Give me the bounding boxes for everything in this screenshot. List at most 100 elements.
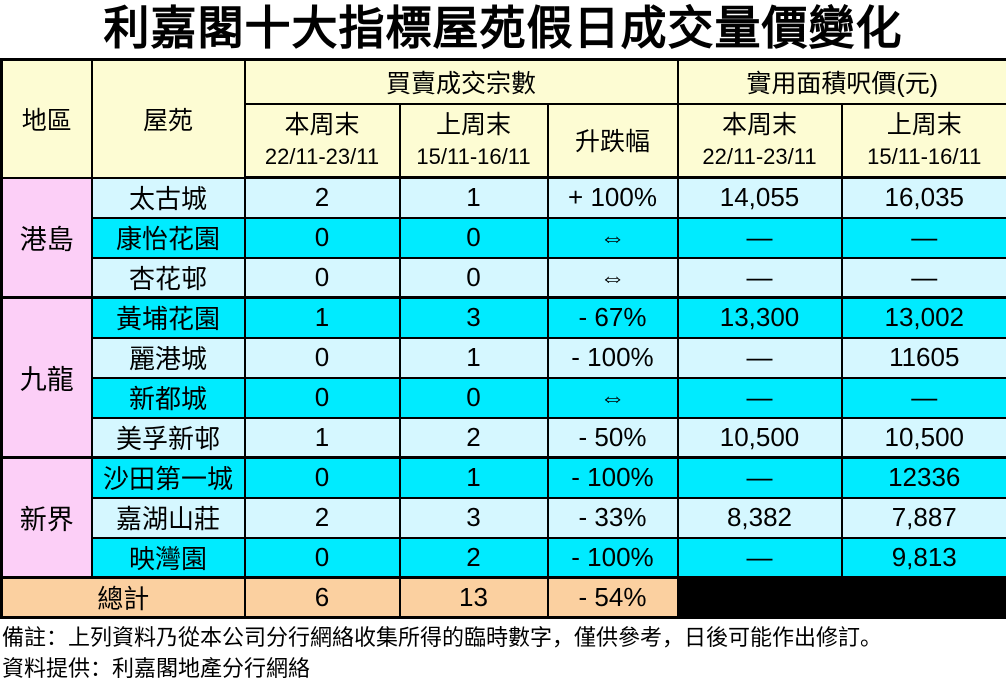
estate-cell: 太古城: [92, 178, 245, 218]
estate-cell: 杏花邨: [92, 258, 245, 298]
estate-cell: 麗港城: [92, 338, 245, 378]
price-this-cell: 13,300: [678, 298, 842, 338]
price-this-cell: —: [678, 218, 842, 258]
estate-cell: 沙田第一城: [92, 458, 245, 498]
txn-last-cell: 1: [400, 458, 548, 498]
total-row: 總計 6 13 - 54%: [2, 578, 1006, 618]
price-last-cell: 9,813: [842, 538, 1006, 578]
price-last-cell: 13,002: [842, 298, 1006, 338]
change-cell: - 50%: [548, 418, 678, 458]
header-price-this-weekend: 本周末 22/11-23/11: [678, 104, 842, 178]
price-last-cell: 12336: [842, 458, 1006, 498]
region-cell-kowloon: 九龍: [2, 298, 92, 458]
table-row-whampoa-garden: 九龍 黃埔花園 1 3 - 67% 13,300 13,002: [2, 298, 1006, 338]
txn-this-cell: 0: [245, 258, 400, 298]
estate-cell: 美孚新邨: [92, 418, 245, 458]
price-this-cell: 10,500: [678, 418, 842, 458]
txn-last-cell: 2: [400, 538, 548, 578]
footnotes: 備註：上列資料乃從本公司分行網絡收集所得的臨時數字，僅供參考，日後可能作出修訂。…: [0, 619, 1006, 684]
table-row-metro-city: 新都城 0 0 ⇔ — —: [2, 378, 1006, 418]
price-last-cell: —: [842, 258, 1006, 298]
txn-last-cell: 0: [400, 258, 548, 298]
header-estate: 屋苑: [92, 60, 245, 178]
total-txn-last-cell: 13: [400, 578, 548, 618]
table-row-city-one-shatin: 新界 沙田第一城 0 1 - 100% — 12336: [2, 458, 1006, 498]
table-row-kornhill-garden: 康怡花園 0 0 ⇔ — —: [2, 218, 1006, 258]
price-this-cell: 14,055: [678, 178, 842, 218]
price-last-cell: —: [842, 378, 1006, 418]
total-label-cell: 總計: [2, 578, 245, 618]
blackout-cell: [678, 578, 1006, 618]
txn-this-cell: 2: [245, 498, 400, 538]
table-row-laguna-city: 麗港城 0 1 - 100% — 11605: [2, 338, 1006, 378]
total-txn-this-cell: 6: [245, 578, 400, 618]
this-weekend-label: 本周末: [246, 108, 399, 142]
table-row-taikoo-shing: 港島 太古城 2 1 + 100% 14,055 16,035: [2, 178, 1006, 218]
change-cell: - 67%: [548, 298, 678, 338]
region-cell-new-territories: 新界: [2, 458, 92, 578]
txn-this-cell: 0: [245, 538, 400, 578]
txn-this-cell: 0: [245, 378, 400, 418]
region-cell-hong-kong-island: 港島: [2, 178, 92, 298]
change-cell: - 100%: [548, 338, 678, 378]
header-price-group: 實用面積呎價(元): [678, 60, 1006, 104]
price-this-cell: —: [678, 458, 842, 498]
table-row-heng-fa-chuen: 杏花邨 0 0 ⇔ — —: [2, 258, 1006, 298]
estate-cell: 嘉湖山莊: [92, 498, 245, 538]
txn-this-cell: 2: [245, 178, 400, 218]
last-weekend-label: 上周末: [401, 108, 547, 142]
this-weekend-dates: 22/11-23/11: [246, 142, 399, 172]
last-weekend-dates: 15/11-16/11: [843, 142, 1006, 172]
price-last-cell: 16,035: [842, 178, 1006, 218]
price-this-cell: —: [678, 378, 842, 418]
txn-this-cell: 0: [245, 338, 400, 378]
price-last-cell: —: [842, 218, 1006, 258]
price-last-cell: 10,500: [842, 418, 1006, 458]
total-change-cell: - 54%: [548, 578, 678, 618]
price-this-cell: —: [678, 338, 842, 378]
price-this-cell: —: [678, 258, 842, 298]
header-transactions-group: 買賣成交宗數: [245, 60, 678, 104]
txn-last-cell: 0: [400, 378, 548, 418]
table-row-kingswood-villas: 嘉湖山莊 2 3 - 33% 8,382 7,887: [2, 498, 1006, 538]
this-weekend-dates: 22/11-23/11: [679, 142, 841, 172]
change-cell: + 100%: [548, 178, 678, 218]
price-last-cell: 7,887: [842, 498, 1006, 538]
estate-cell: 黃埔花園: [92, 298, 245, 338]
header-price-last-weekend: 上周末 15/11-16/11: [842, 104, 1006, 178]
change-cell: - 100%: [548, 458, 678, 498]
last-weekend-label: 上周末: [843, 108, 1006, 142]
page-title: 利嘉閣十大指標屋苑假日成交量價變化: [0, 0, 1006, 58]
change-cell: ⇔: [548, 258, 678, 298]
header-txn-last-weekend: 上周末 15/11-16/11: [400, 104, 548, 178]
table-row-caribbean-coast: 映灣園 0 2 - 100% — 9,813: [2, 538, 1006, 578]
txn-last-cell: 3: [400, 298, 548, 338]
header-change: 升跌幅: [548, 104, 678, 178]
estate-cell: 康怡花園: [92, 218, 245, 258]
footnote-disclaimer: 備註：上列資料乃從本公司分行網絡收集所得的臨時數字，僅供參考，日後可能作出修訂。: [2, 622, 1004, 653]
txn-this-cell: 0: [245, 458, 400, 498]
txn-this-cell: 0: [245, 218, 400, 258]
estate-transactions-table: 地區 屋苑 買賣成交宗數 實用面積呎價(元) 本周末 22/11-23/11 上…: [0, 58, 1006, 619]
table-row-mei-foo-sun-chuen: 美孚新邨 1 2 - 50% 10,500 10,500: [2, 418, 1006, 458]
txn-last-cell: 1: [400, 338, 548, 378]
footnote-source: 資料提供：利嘉閣地產分行網絡: [2, 653, 1004, 684]
price-last-cell: 11605: [842, 338, 1006, 378]
estate-cell: 新都城: [92, 378, 245, 418]
header-row-groups: 地區 屋苑 買賣成交宗數 實用面積呎價(元): [2, 60, 1006, 104]
txn-last-cell: 2: [400, 418, 548, 458]
this-weekend-label: 本周末: [679, 108, 841, 142]
txn-last-cell: 1: [400, 178, 548, 218]
header-txn-this-weekend: 本周末 22/11-23/11: [245, 104, 400, 178]
change-cell: ⇔: [548, 218, 678, 258]
txn-this-cell: 1: [245, 418, 400, 458]
price-this-cell: 8,382: [678, 498, 842, 538]
txn-last-cell: 0: [400, 218, 548, 258]
txn-this-cell: 1: [245, 298, 400, 338]
price-this-cell: —: [678, 538, 842, 578]
header-region: 地區: [2, 60, 92, 178]
txn-last-cell: 3: [400, 498, 548, 538]
change-cell: ⇔: [548, 378, 678, 418]
estate-cell: 映灣園: [92, 538, 245, 578]
change-cell: - 100%: [548, 538, 678, 578]
